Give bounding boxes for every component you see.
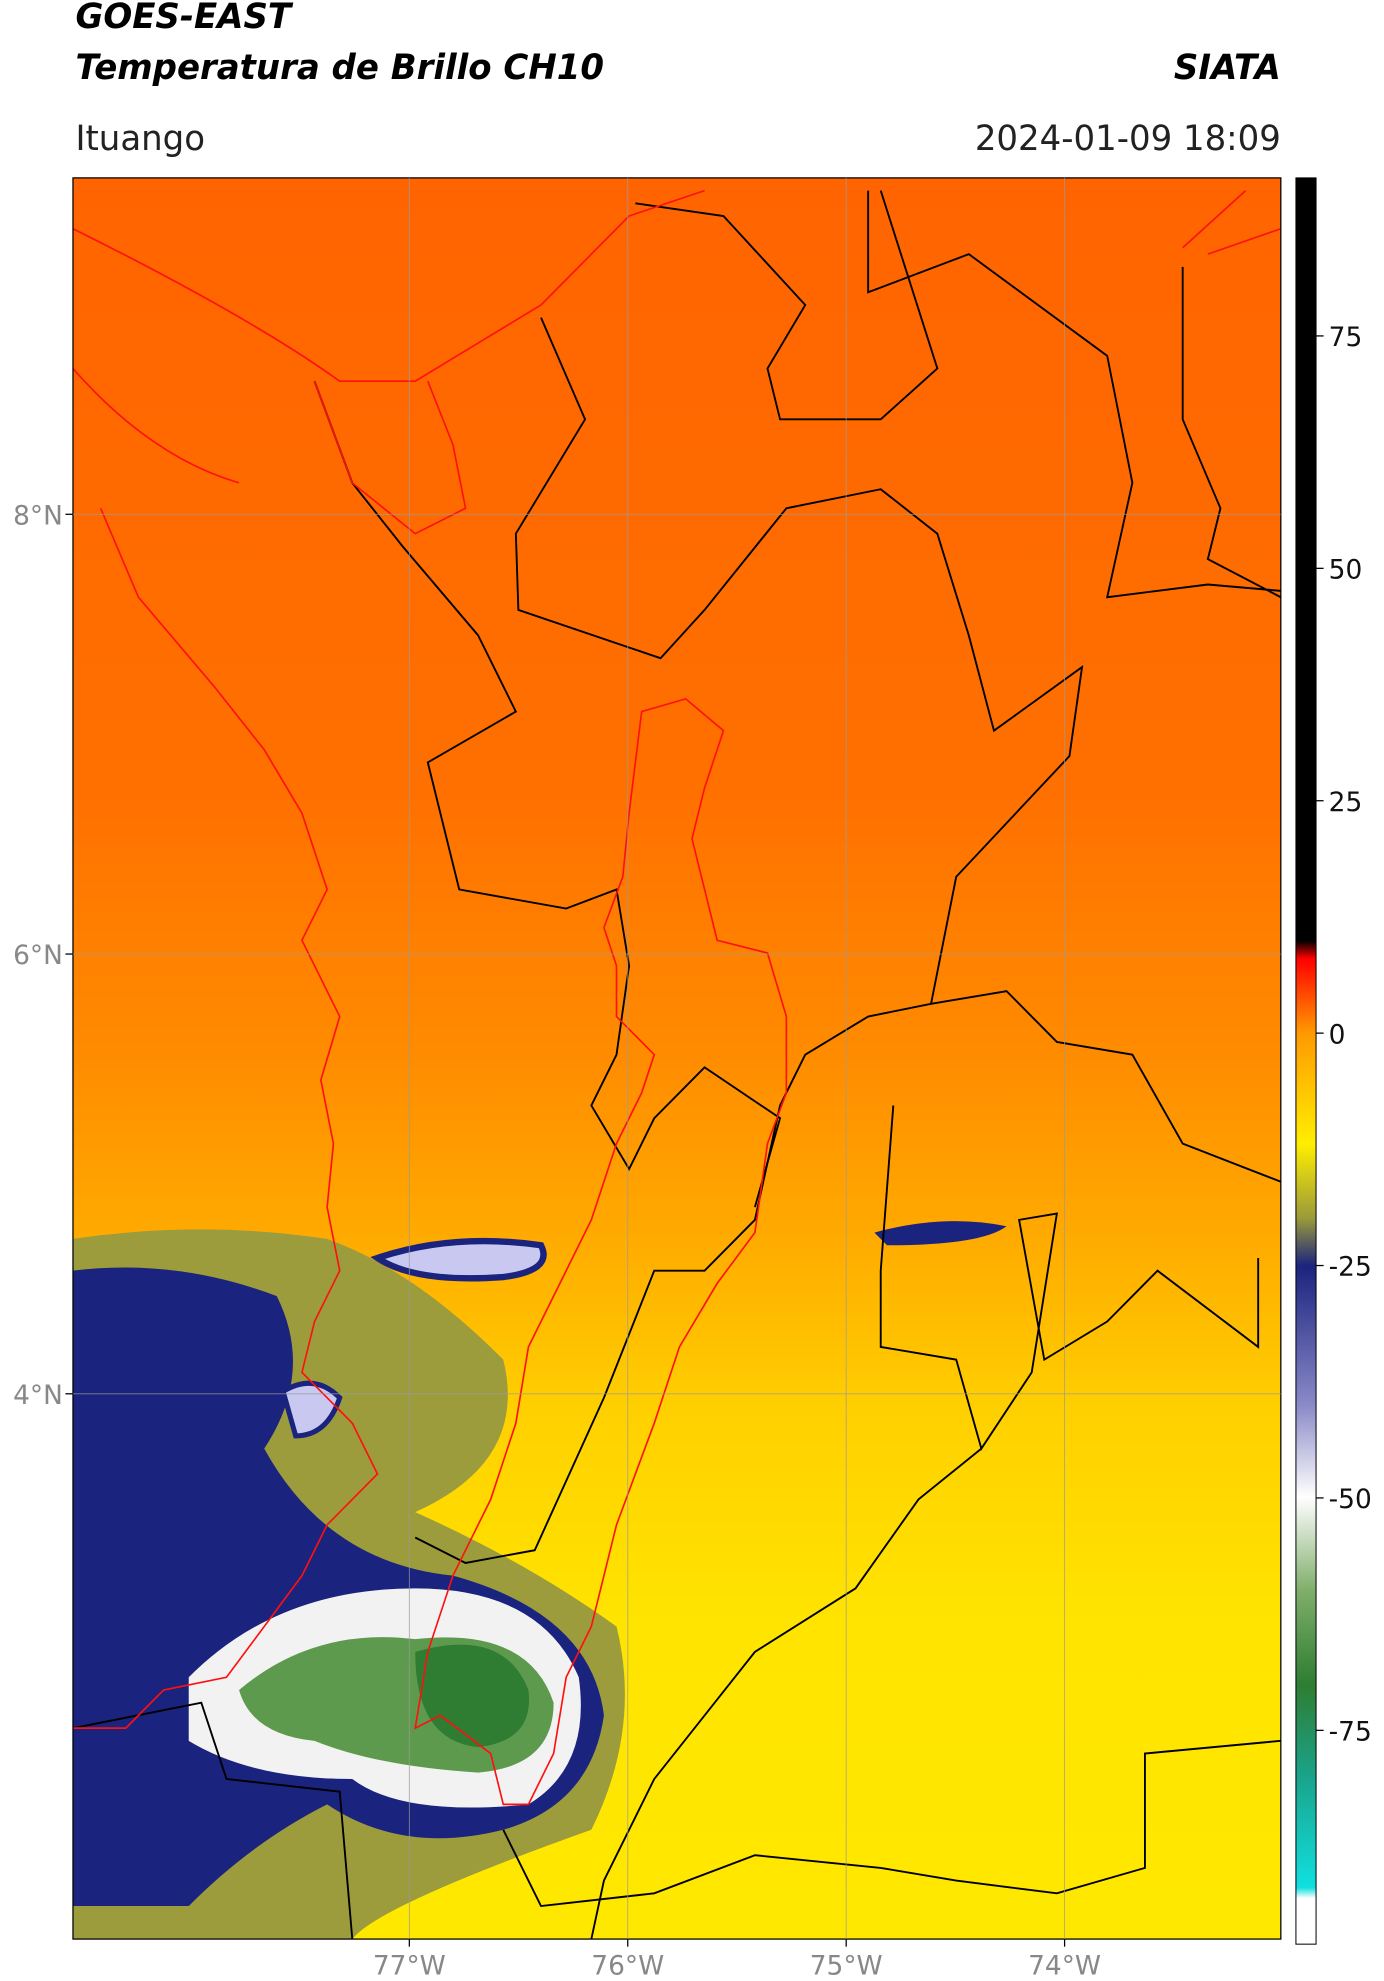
coast	[72, 189, 705, 535]
coast	[1182, 189, 1281, 255]
colorbar	[1295, 177, 1317, 1945]
colorbar-tick-label: 0	[1329, 1019, 1346, 1050]
y-tick-label: 4°N	[13, 1380, 63, 1411]
ituango-basin	[414, 697, 788, 1806]
location: Ituango	[75, 119, 205, 159]
x-tick-label: 77°W	[373, 1951, 446, 1981]
cloud-small	[874, 1221, 1007, 1246]
colorbar-tick-label: 25	[1329, 787, 1363, 818]
y-tick-label: 8°N	[13, 500, 63, 531]
coastline	[72, 189, 1281, 1729]
coast	[72, 367, 379, 1729]
x-tick-label: 74°W	[1028, 1951, 1101, 1981]
cloud-band	[370, 1237, 547, 1282]
colorbar-tick-label: -75	[1329, 1716, 1372, 1747]
cold-clouds	[72, 1221, 1007, 1940]
title: GOES-EAST	[75, 0, 293, 37]
boundary	[502, 1739, 1281, 1908]
datetime: 2024-01-09 18:09	[975, 119, 1281, 159]
boundary	[879, 1105, 1260, 1451]
source: SIATA	[1174, 48, 1281, 88]
cloud-core	[415, 1644, 530, 1748]
colorbar-tick-label: 50	[1329, 554, 1363, 585]
boundary	[313, 380, 782, 1208]
map	[72, 177, 1281, 1940]
boundary	[930, 990, 1281, 1183]
x-tick-label: 75°W	[810, 1951, 883, 1981]
boundary	[867, 190, 1281, 599]
boundaries	[72, 190, 1281, 1940]
colorbar-tick-label: -50	[1329, 1484, 1372, 1515]
plot-frame	[72, 177, 1282, 1940]
colorbar-tick-label: 75	[1329, 322, 1363, 353]
subtitle: Temperatura de Brillo CH10	[75, 48, 604, 88]
boundary	[590, 1447, 982, 1940]
boundary	[72, 1701, 354, 1940]
boundary	[635, 190, 939, 421]
colorbar-tick-label: -25	[1329, 1252, 1372, 1283]
boundary	[414, 317, 1084, 1564]
x-tick-label: 76°W	[591, 1951, 664, 1981]
boundary	[1181, 266, 1281, 599]
y-tick-label: 6°N	[13, 940, 63, 971]
